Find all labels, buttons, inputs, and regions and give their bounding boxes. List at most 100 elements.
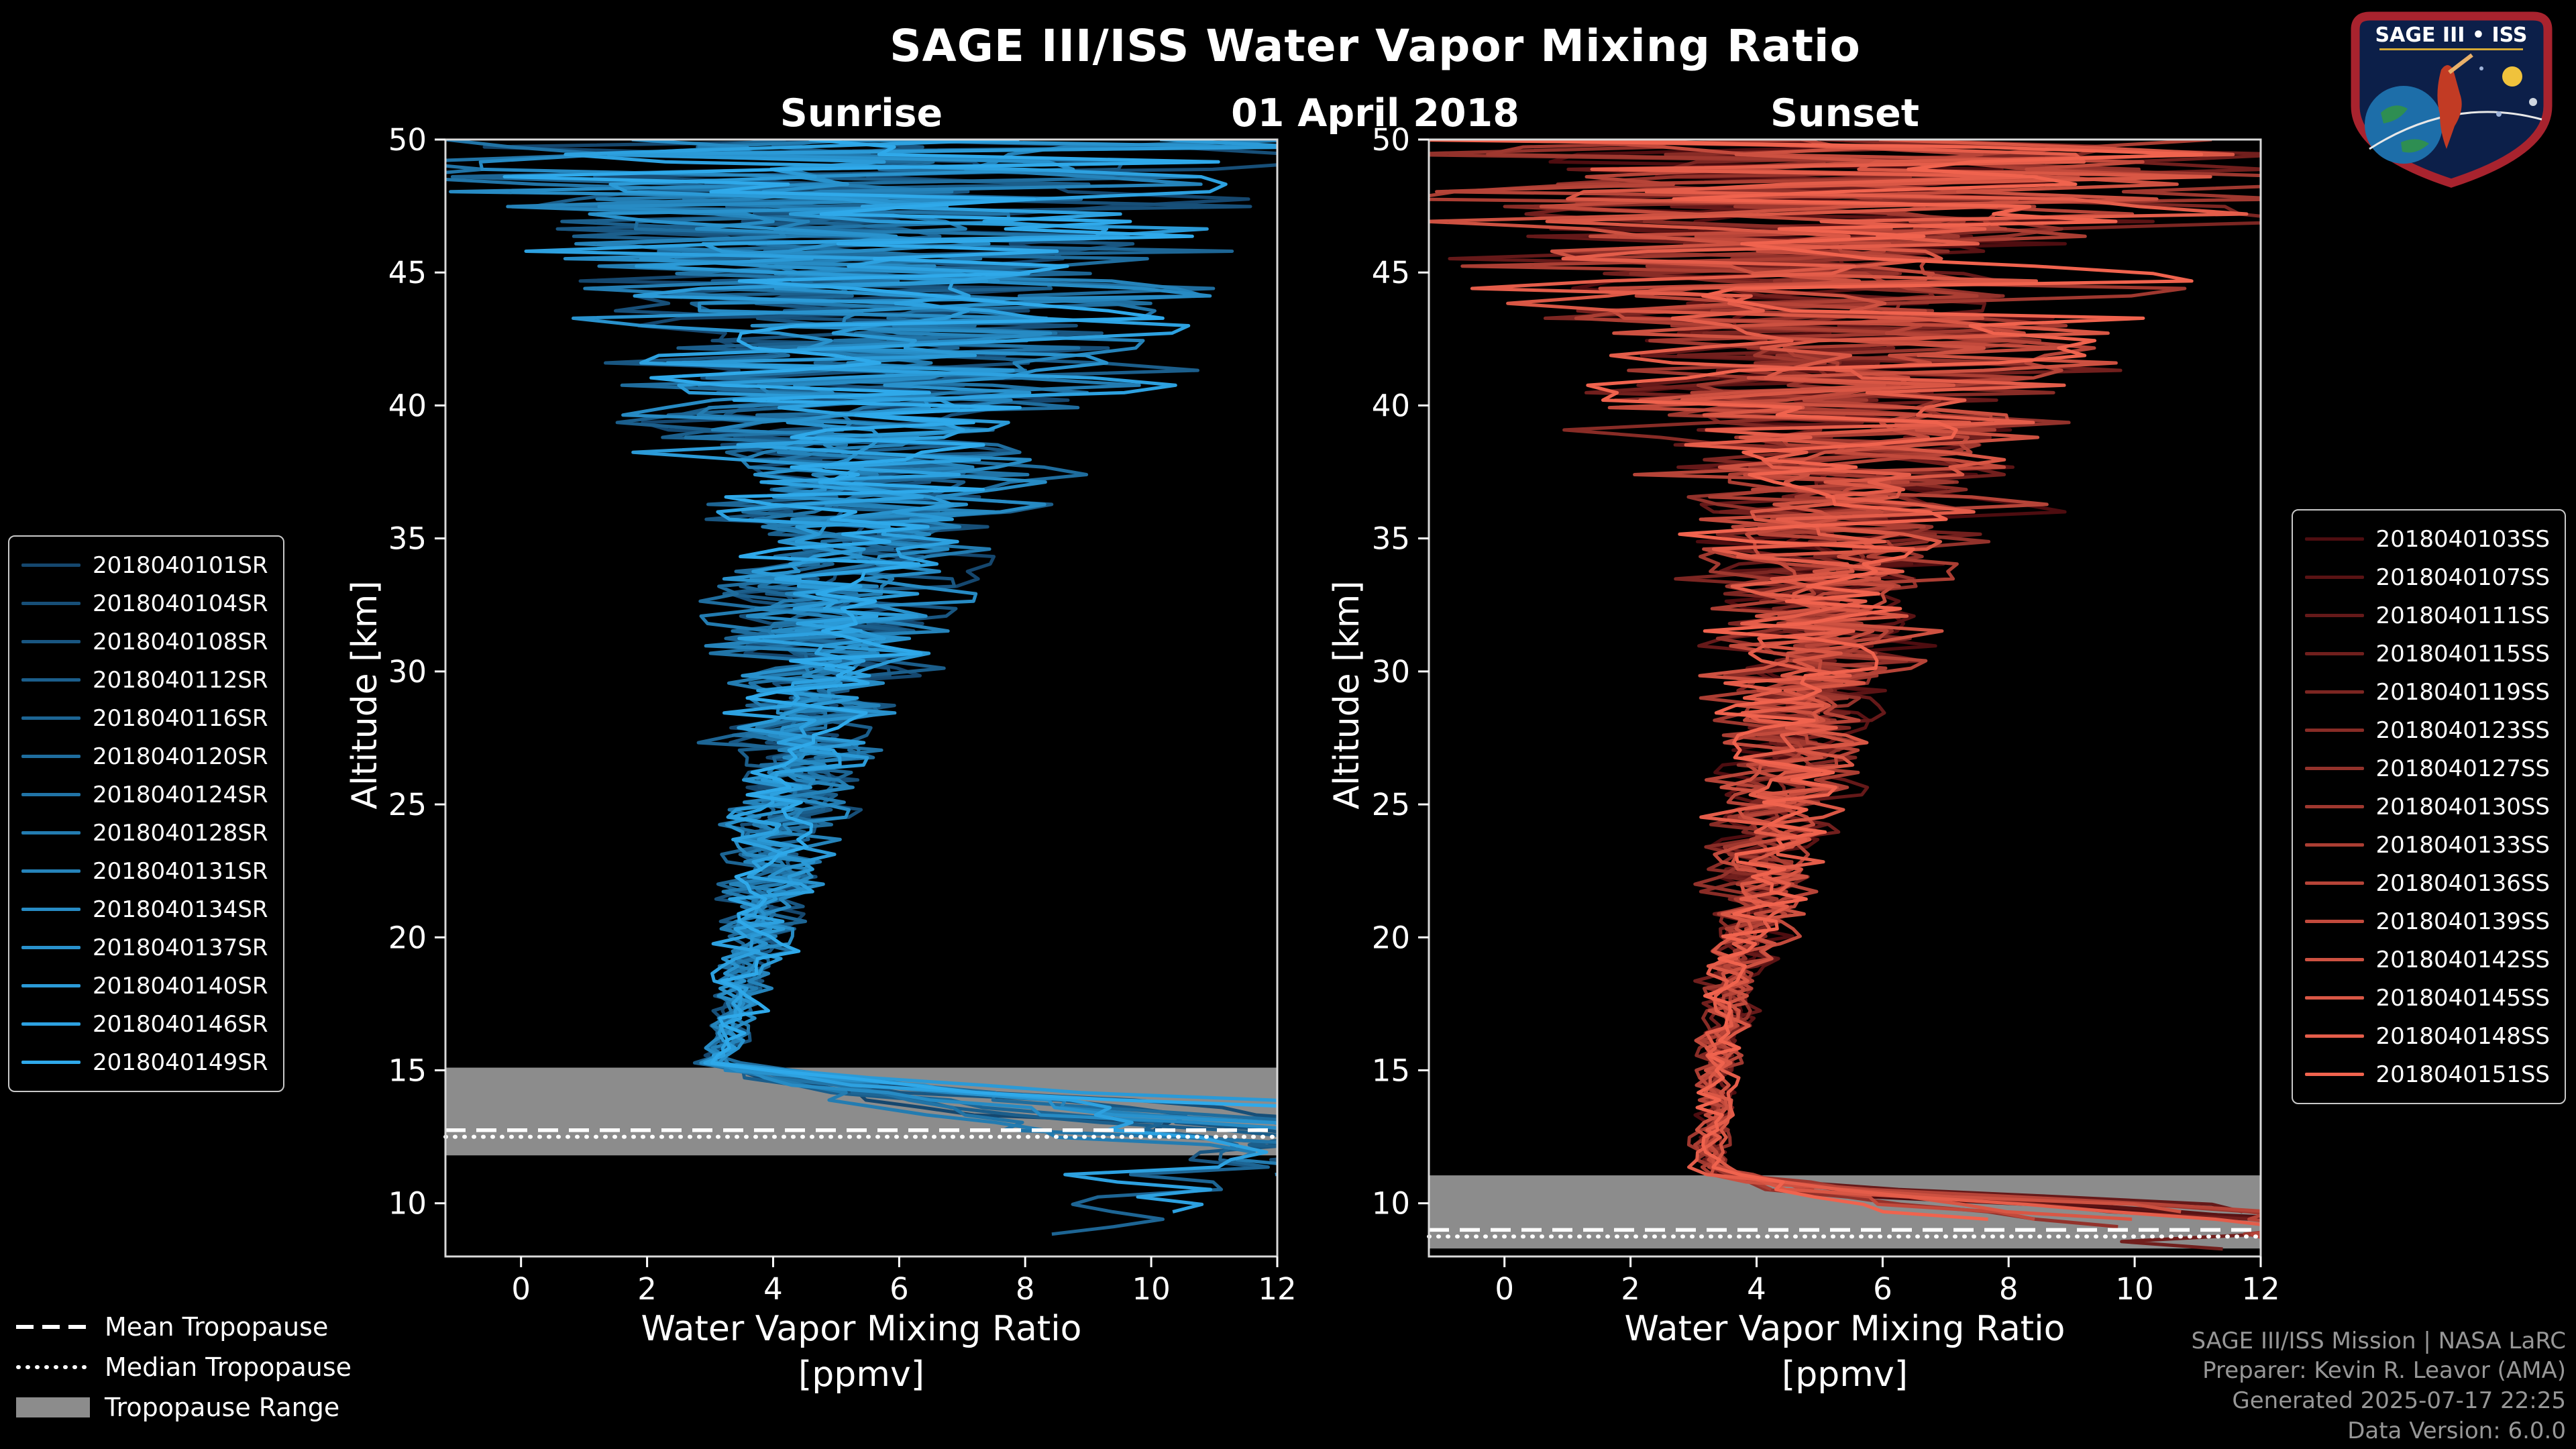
sunset-x-axis-label-line1: Water Vapor Mixing Ratio (1624, 1309, 2065, 1349)
legend-item-label: 2018040115SS (2375, 640, 2550, 667)
sunset-panel-title: Sunset (1770, 91, 1920, 136)
legend-item: 2018040131SR (21, 852, 268, 890)
median-tropopause-dotted-line-icon (16, 1363, 90, 1371)
footer-data-version: Data Version: 6.0.0 (2347, 1417, 2566, 1445)
tropopause-range-label: Tropopause Range (105, 1393, 340, 1422)
legend-line-sample-icon (2304, 690, 2364, 694)
profile-line (1506, 140, 2235, 1221)
mean-tropopause-legend-item: Mean Tropopause (16, 1307, 352, 1347)
legend-line-sample-icon (21, 946, 80, 949)
legend-item: 2018040137SR (21, 928, 268, 967)
footer-generated: Generated 2025-07-17 22:25 (2232, 1387, 2566, 1415)
legend-line-sample-icon (21, 1061, 80, 1064)
legend-line-sample-icon (2304, 1073, 2364, 1076)
x-tick-label: 12 (1258, 1271, 1296, 1307)
sun-icon (2502, 66, 2522, 87)
profile-line (1429, 140, 2204, 1221)
legend-item: 2018040128SR (21, 814, 268, 852)
legend-item: 2018040142SS (2304, 941, 2550, 979)
legend-item: 2018040119SS (2304, 673, 2550, 711)
sunset-legend: 2018040103SS 2018040107SS 2018040111SS 2018… (2291, 509, 2566, 1104)
legend-item: 2018040148SS (2304, 1017, 2550, 1055)
legend-item-label: 2018040136SS (2375, 869, 2550, 897)
footer-preparer: Preparer: Kevin R. Leavor (AMA) (2202, 1357, 2566, 1385)
legend-item: 2018040104SR (21, 584, 268, 623)
legend-line-sample-icon (21, 1022, 80, 1026)
figure-title: SAGE III/ISS Water Vapor Mixing Ratio (890, 20, 1861, 72)
plot-frame (444, 138, 1279, 1258)
x-tick-label: 6 (890, 1271, 909, 1307)
legend-item: 2018040103SS (2304, 520, 2550, 558)
legend-line-sample-icon (2304, 1034, 2364, 1038)
y-tick-label: 20 (388, 920, 427, 955)
icarus-figure-icon (2437, 65, 2462, 149)
legend-item-label: 2018040130SS (2375, 793, 2550, 820)
profile-line (1524, 140, 2261, 1251)
legend-item: 2018040130SS (2304, 788, 2550, 826)
legend-item: 2018040145SS (2304, 979, 2550, 1017)
star-icon (2496, 111, 2502, 117)
legend-item: 2018040115SS (2304, 635, 2550, 673)
x-tick-label: 4 (763, 1271, 783, 1307)
legend-line-sample-icon (21, 716, 80, 720)
legend-line-sample-icon (21, 908, 80, 911)
legend-item-label: 2018040140SR (93, 972, 268, 1000)
legend-item: 2018040134SR (21, 890, 268, 928)
tropopause-range-swatch-icon (16, 1397, 90, 1417)
mean-tropopause-label: Mean Tropopause (105, 1312, 329, 1342)
legend-line-sample-icon (2304, 729, 2364, 732)
x-tick-label: 12 (2241, 1271, 2279, 1307)
legend-line-sample-icon (21, 793, 80, 796)
x-tick-label: 8 (1999, 1271, 2019, 1307)
legend-line-sample-icon (2304, 576, 2364, 579)
sunset-x-axis-label-line2: [ppmv] (1781, 1354, 1909, 1395)
legend-item: 2018040108SR (21, 623, 268, 661)
sunrise-x-axis-label-line1: Water Vapor Mixing Ratio (641, 1309, 1082, 1349)
y-tick-label: 15 (388, 1053, 427, 1089)
legend-item: 2018040139SS (2304, 902, 2550, 941)
patch-divider (2379, 48, 2523, 50)
profile-line (524, 140, 1269, 1214)
sunrise-legend: 2018040101SR 2018040104SR 2018040108SR 2018… (8, 535, 284, 1092)
y-tick-label: 10 (1372, 1186, 1410, 1222)
legend-item-label: 2018040104SR (93, 590, 268, 617)
y-tick-label: 30 (388, 654, 427, 690)
earth-land-icon (2401, 139, 2429, 153)
footer-credits: SAGE III/ISS Mission | NASA LaRC Prepare… (2191, 1326, 2566, 1447)
legend-item-label: 2018040148SS (2375, 1022, 2550, 1050)
y-tick-label: 50 (1372, 122, 1410, 158)
tropopause-legend: Mean Tropopause Median Tropopause Tropop… (16, 1307, 352, 1428)
sunset-y-axis-label: Altitude [km] (1327, 580, 1367, 810)
y-tick-label: 35 (1372, 521, 1410, 557)
legend-item: 2018040133SS (2304, 826, 2550, 864)
x-tick-label: 8 (1016, 1271, 1035, 1307)
legend-line-sample-icon (2304, 881, 2364, 885)
legend-item-label: 2018040111SS (2375, 602, 2550, 629)
earth-icon (2365, 86, 2443, 164)
y-tick-label: 40 (1372, 388, 1410, 423)
mission-patch-logo: SAGE III • ISS (2351, 11, 2553, 188)
legend-line-sample-icon (21, 602, 80, 605)
legend-item-label: 2018040108SR (93, 628, 268, 655)
sunset-x-axis-label: Water Vapor Mixing Ratio [ppmv] (1429, 1307, 2261, 1397)
legend-line-sample-icon (21, 869, 80, 873)
legend-item-label: 2018040101SR (93, 551, 268, 579)
y-tick-label: 10 (388, 1186, 427, 1222)
legend-item-label: 2018040124SR (93, 781, 268, 808)
legend-line-sample-icon (2304, 920, 2364, 923)
legend-item-label: 2018040112SR (93, 666, 268, 694)
y-tick-label: 45 (388, 255, 427, 290)
legend-item: 2018040151SS (2304, 1055, 2550, 1093)
legend-item: 2018040136SS (2304, 864, 2550, 902)
median-tropopause-legend-item: Median Tropopause (16, 1347, 352, 1387)
legend-line-sample-icon (2304, 537, 2364, 541)
legend-item-label: 2018040137SR (93, 934, 268, 961)
profile-line (1429, 140, 2182, 1214)
legend-line-sample-icon (21, 640, 80, 643)
sunrise-x-axis-label-line2: [ppmv] (798, 1354, 925, 1395)
y-tick-label: 30 (1372, 654, 1410, 690)
y-tick-label: 40 (388, 388, 427, 423)
legend-item-label: 2018040139SS (2375, 908, 2550, 935)
